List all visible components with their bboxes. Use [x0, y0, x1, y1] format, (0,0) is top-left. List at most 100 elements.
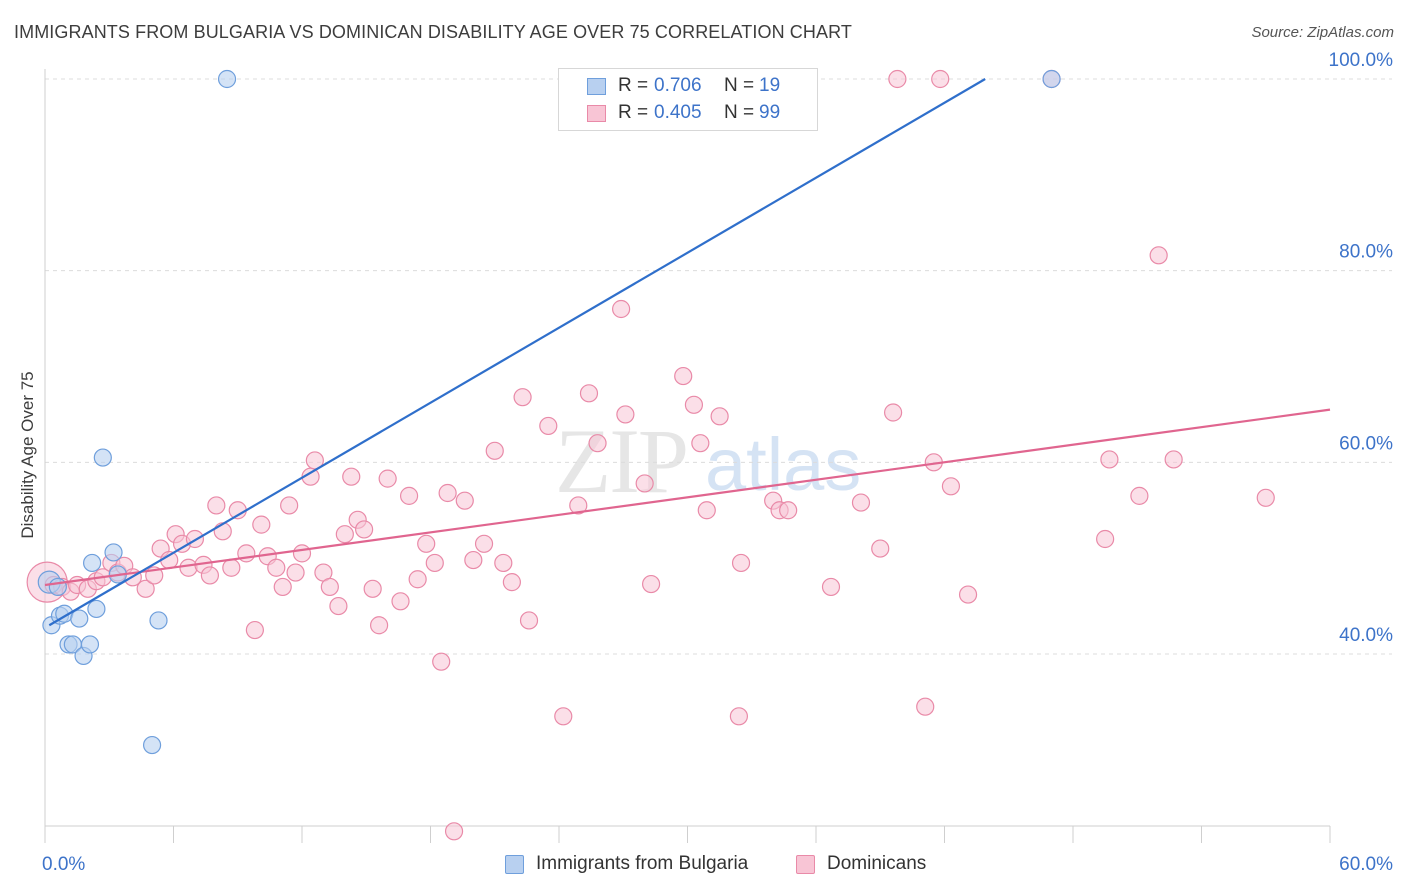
dominican-point [286, 563, 305, 582]
bulgaria-point [217, 69, 237, 89]
bulgaria-trendline [48, 78, 986, 627]
dominican-point [554, 707, 573, 726]
dominican-point [513, 388, 532, 407]
legend-swatch-bulgaria [587, 77, 606, 95]
legend-r-label: R = [618, 102, 649, 123]
dominican-point [267, 558, 286, 577]
dominican-point [871, 539, 890, 558]
dominican-point [245, 620, 264, 640]
dominican-point [883, 403, 903, 422]
x-tick-label: 60.0% [1339, 854, 1393, 875]
dominican-point [1096, 529, 1115, 549]
dominican-point [931, 69, 950, 89]
legend-n-label: N = [724, 102, 755, 123]
bulgaria-point [83, 553, 102, 573]
x-tick-label: 0.0% [42, 854, 85, 875]
dominican-point [179, 558, 198, 577]
dominican-point [207, 496, 226, 515]
dominican-trendline [44, 408, 1331, 587]
legend-r-value: 0.405 [654, 102, 702, 123]
bulgaria-point [93, 448, 112, 467]
dominican-point [320, 577, 339, 597]
dominican-point [731, 553, 751, 573]
dominican-point [200, 566, 220, 585]
legend-row-dominican: R = 0.405 N = 99 [587, 100, 780, 126]
dominican-point [252, 515, 271, 534]
bulgaria-point [80, 635, 100, 654]
dominican-point [519, 611, 539, 630]
correlation-legend: R = 0.706 N = 19 R = 0.405 N = 99 [558, 68, 818, 131]
dominican-point [641, 574, 661, 594]
dominican-point [474, 534, 494, 553]
bulgaria-point [104, 543, 123, 562]
dominican-point [292, 544, 312, 563]
dominican-point [370, 616, 389, 635]
dominican-point [579, 384, 599, 403]
y-tick-label: 40.0% [1339, 625, 1393, 646]
dominican-point [779, 501, 798, 520]
dominican-point [335, 525, 354, 544]
bulgaria-point [87, 599, 106, 619]
dominican-point [305, 451, 324, 470]
dominican-point [569, 496, 588, 515]
dominican-point [616, 405, 635, 424]
dominican-point [821, 577, 841, 597]
dominican-point [684, 395, 704, 414]
dominican-point [635, 474, 654, 493]
bulgaria-point [142, 735, 162, 755]
dominican-point [851, 493, 871, 512]
dominican-point [444, 822, 464, 841]
dominican-point [697, 501, 716, 520]
axes [44, 69, 1331, 843]
dominican-point [729, 707, 749, 726]
dominican-point [494, 553, 513, 573]
dominican-point [1164, 450, 1183, 469]
dominican-point [425, 553, 444, 573]
dominican-point [222, 558, 241, 577]
bulgaria-point [149, 611, 168, 630]
dominican-point [502, 573, 521, 592]
dominican-point [273, 577, 292, 597]
dominican-point [1149, 246, 1168, 265]
tick-labels: 40.0% 60.0% 80.0% 100.0% 0.0% 60.0% [42, 50, 1393, 875]
dominican-point [342, 467, 361, 486]
bulgaria-point [48, 577, 67, 597]
dominican-point [539, 416, 558, 436]
dominican-point [1100, 450, 1119, 469]
dominican-point [213, 522, 232, 541]
dominican-point [588, 434, 607, 453]
gridlines [45, 78, 1392, 655]
dominican-point [432, 652, 451, 671]
legend-label-bulgaria: Immigrants from Bulgaria [536, 853, 749, 874]
watermark-atlas: atlas [705, 423, 861, 506]
bulgaria-point [1042, 69, 1061, 89]
dominican-point [464, 550, 483, 570]
dominican-point [485, 441, 504, 460]
watermark-zip: ZIP [555, 410, 687, 512]
chart-source: Source: ZipAtlas.com [1251, 24, 1394, 41]
dominican-point [612, 299, 631, 319]
watermark: ZIP atlas [555, 410, 861, 512]
dominican-point [408, 570, 427, 589]
dominican-point [455, 491, 474, 510]
dominican-point [355, 520, 374, 539]
y-tick-label: 100.0% [1329, 50, 1394, 71]
dominican-point [691, 434, 710, 453]
dominican-point [280, 496, 299, 515]
legend-label-dominican: Dominicans [827, 853, 927, 874]
legend-r-label: R = [618, 75, 649, 96]
dominican-point [916, 697, 935, 716]
dominican-point [1130, 486, 1149, 505]
series-legend: Immigrants from Bulgaria Dominicans [0, 850, 1406, 878]
trendlines [44, 78, 1331, 627]
dominican-point [941, 477, 961, 496]
dominican-point [363, 579, 382, 598]
dominican-point [391, 592, 410, 611]
dominican-point [417, 534, 436, 553]
legend-swatch-dominican [796, 854, 815, 874]
dominican-point [710, 407, 729, 426]
dominican-point [378, 469, 397, 488]
dominican-point [674, 366, 693, 386]
bulgaria-point [70, 609, 89, 628]
